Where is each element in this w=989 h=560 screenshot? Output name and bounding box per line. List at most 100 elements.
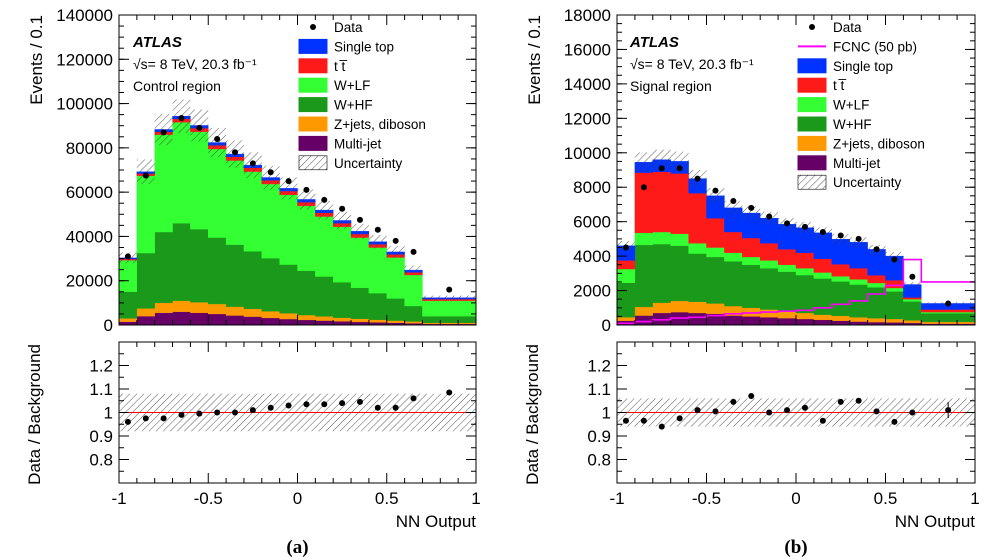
bar-w-lf-bin-16 bbox=[903, 298, 922, 302]
x-axis-label: NN Output bbox=[895, 512, 976, 531]
uncertainty-band-bin-2 bbox=[652, 149, 671, 170]
y-tick-label-6: 12000 bbox=[564, 109, 611, 128]
legend-label-2: t t̅ bbox=[334, 59, 347, 74]
bar-w-lf-bin-6 bbox=[225, 160, 245, 245]
y-tick-label-0: 0 bbox=[602, 316, 611, 335]
uncertainty-band-bin-9 bbox=[279, 177, 298, 200]
bar-w-lf-bin-1 bbox=[634, 232, 654, 246]
bar-multi-jet-bin-4 bbox=[190, 312, 209, 325]
ratio-point-8 bbox=[766, 409, 773, 416]
ratio-point-0 bbox=[622, 417, 629, 424]
ratio-point-11 bbox=[819, 417, 826, 424]
ratio-point-17 bbox=[446, 389, 453, 396]
bar-w-lf-bin-15 bbox=[885, 287, 904, 292]
bar-t-t--bin-2 bbox=[652, 171, 671, 233]
bar-w-lf-bin-14 bbox=[368, 247, 387, 294]
legend-label-3: t t̅ bbox=[833, 78, 846, 93]
bar-w-lf-bin-7 bbox=[243, 171, 262, 252]
ratio-y-tick-label-0: 0.8 bbox=[587, 451, 611, 470]
y-tick-label-1: 20000 bbox=[66, 272, 113, 291]
ratio-point-16 bbox=[909, 409, 916, 416]
bar-z-jets-diboson-bin-5 bbox=[208, 303, 227, 315]
y-tick-label-1: 2000 bbox=[573, 282, 611, 301]
bar-t-t--bin-17 bbox=[921, 309, 975, 313]
uncertainty-band-bin-16 bbox=[404, 265, 423, 275]
bar-w-hf-bin-9 bbox=[777, 271, 797, 312]
bar-w-hf-bin-6 bbox=[225, 244, 245, 307]
legend-swatch-6 bbox=[797, 135, 827, 151]
ratio-point-0 bbox=[124, 418, 131, 425]
bar-z-jets-diboson-bin-16 bbox=[404, 321, 423, 324]
bar-multi-jet-bin-10 bbox=[795, 318, 815, 325]
ratio-point-5 bbox=[214, 409, 221, 416]
data-point-7 bbox=[748, 204, 755, 211]
legend-label-0: Data bbox=[334, 20, 363, 35]
bar-z-jets-diboson-bin-14 bbox=[867, 318, 886, 323]
bar-z-jets-diboson-bin-17 bbox=[921, 321, 975, 324]
bar-multi-jet-bin-12 bbox=[333, 321, 352, 325]
bar-multi-jet-bin-12 bbox=[831, 320, 850, 325]
bar-w-lf-bin-9 bbox=[777, 264, 797, 272]
data-point-9 bbox=[285, 178, 292, 185]
ratio-point-12 bbox=[339, 400, 346, 407]
bar-z-jets-diboson-bin-0 bbox=[119, 318, 138, 322]
panel-control-region: 0 20000 40000 60000 80000 100000 120000 140000 E… bbox=[25, 6, 481, 558]
bar-w-lf-bin-0 bbox=[119, 259, 138, 292]
bar-w-hf-bin-14 bbox=[867, 287, 886, 319]
data-point-14 bbox=[873, 246, 880, 253]
data-point-9 bbox=[784, 220, 791, 227]
histogram-stack bbox=[119, 99, 476, 325]
data-point-1 bbox=[142, 172, 149, 179]
histogram-stack bbox=[617, 149, 975, 325]
bar-multi-jet-bin-9 bbox=[777, 317, 797, 325]
y-tick-label-3: 6000 bbox=[573, 213, 611, 232]
legend-marker-data bbox=[310, 24, 316, 30]
bar-w-hf-bin-1 bbox=[634, 244, 654, 308]
bar-w-hf-bin-2 bbox=[652, 243, 671, 303]
legend-swatch-uncertainty bbox=[298, 155, 328, 171]
data-point-11 bbox=[819, 229, 826, 235]
bar-w-hf-bin-7 bbox=[243, 251, 262, 310]
bar-w-lf-bin-7 bbox=[742, 256, 761, 265]
ratio-point-1 bbox=[640, 417, 647, 424]
bar-multi-jet-bin-8 bbox=[760, 317, 779, 325]
x-tick-label-1: -0.5 bbox=[692, 489, 721, 508]
bar-w-lf-bin-10 bbox=[795, 267, 815, 276]
bar-w-hf-bin-17 bbox=[422, 315, 476, 323]
data-point-10 bbox=[303, 186, 310, 193]
bar-z-jets-diboson-bin-11 bbox=[315, 316, 334, 321]
bar-z-jets-diboson-bin-14 bbox=[368, 319, 387, 323]
legend-swatch-7 bbox=[797, 155, 827, 171]
bar-w-lf-bin-0 bbox=[617, 268, 636, 284]
bar-w-hf-bin-15 bbox=[386, 298, 405, 321]
ratio-y-tick-label-3: 1.1 bbox=[89, 380, 113, 399]
bar-t-t--bin-1 bbox=[634, 172, 654, 234]
ratio-point-10 bbox=[303, 401, 310, 408]
fcnc-signal-line bbox=[617, 258, 975, 325]
legend-label-6: Multi-jet bbox=[334, 136, 382, 151]
energy-lumi-label: √s= 8 TeV, 20.3 fb⁻¹ bbox=[630, 56, 754, 72]
ratio-point-4 bbox=[196, 410, 203, 417]
bar-z-jets-diboson-bin-9 bbox=[777, 311, 797, 319]
uncertainty-band-bin-10 bbox=[297, 189, 316, 210]
ratio-y-axis-label: Data / Background bbox=[25, 344, 44, 485]
legend-swatch-4 bbox=[797, 97, 827, 113]
legend-label-2: Single top bbox=[833, 59, 893, 74]
bar-z-jets-diboson-bin-1 bbox=[634, 306, 654, 316]
x-tick-label-2: 0 bbox=[791, 489, 800, 508]
bar-w-hf-bin-3 bbox=[172, 222, 191, 301]
legend-swatch-3 bbox=[298, 77, 328, 93]
data-point-6 bbox=[232, 149, 239, 156]
ratio-point-14 bbox=[873, 408, 880, 415]
legend-swatch-5 bbox=[298, 116, 328, 132]
bar-w-lf-bin-6 bbox=[724, 252, 743, 262]
uncertainty-band-bin-13 bbox=[351, 223, 369, 239]
ratio-point-9 bbox=[285, 402, 292, 409]
ratio-panel bbox=[617, 393, 975, 430]
region-label: Signal region bbox=[630, 78, 712, 94]
data-point-7 bbox=[249, 160, 256, 167]
x-tick-label-1: -0.5 bbox=[194, 489, 223, 508]
y-tick-label-5: 10000 bbox=[564, 144, 611, 163]
legend-swatch-2 bbox=[797, 58, 827, 74]
